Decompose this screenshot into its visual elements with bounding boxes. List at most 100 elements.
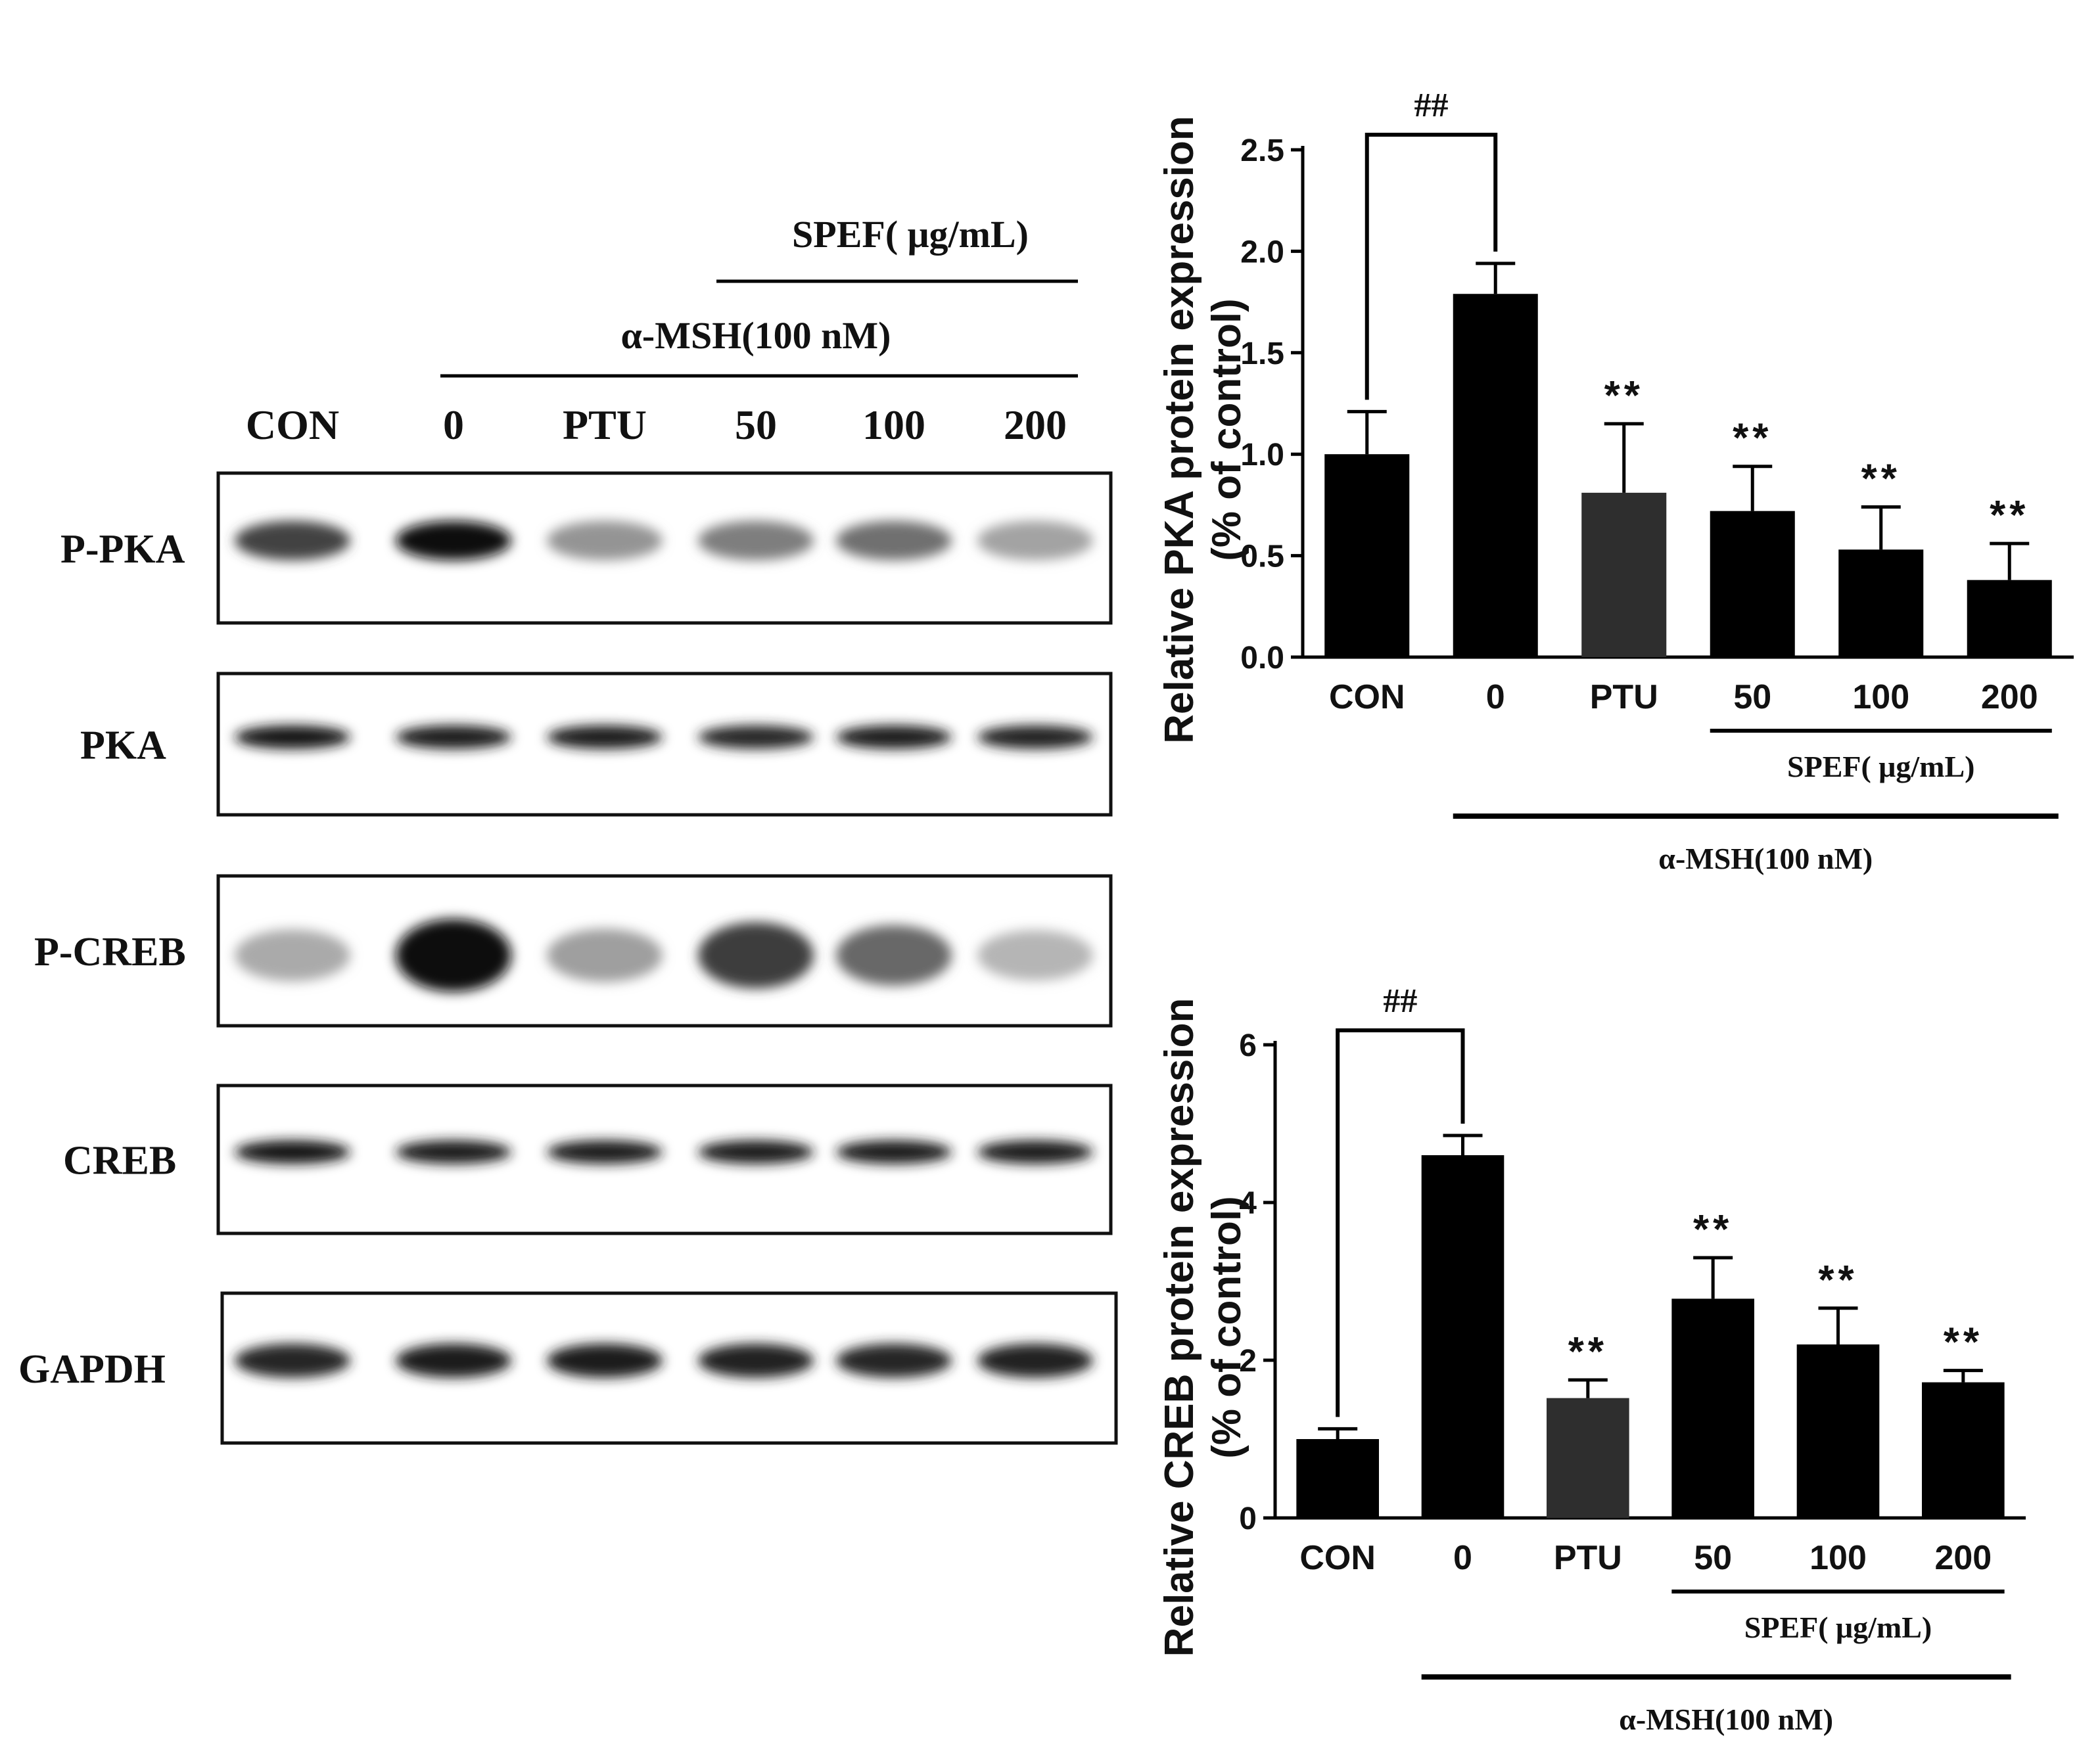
- x-tick-label: 100: [1809, 1539, 1867, 1577]
- x-tick-label: PTU: [1554, 1539, 1622, 1577]
- x-tick-label: CON: [1299, 1539, 1376, 1577]
- blot-band: [396, 919, 511, 992]
- y-axis-label: Relative PKA protein expression: [1157, 116, 1202, 744]
- bracket-label: ##: [1414, 87, 1449, 124]
- y-tick-label: 0.5: [1240, 539, 1284, 574]
- blot-band: [235, 1140, 350, 1164]
- y-tick-label: 0: [1239, 1501, 1257, 1536]
- blot-msh-header: α-MSH(100 nM): [621, 314, 891, 357]
- blot-lane-label: 100: [862, 401, 925, 448]
- bar: [1421, 1155, 1505, 1518]
- significance-bracket: [1336, 1028, 1465, 1417]
- y-tick-label: 6: [1239, 1028, 1257, 1063]
- blot-band: [698, 1140, 814, 1164]
- blot-band: [836, 925, 952, 986]
- significance-mark: **: [1604, 373, 1644, 419]
- blot-row-label: P-PKA: [60, 527, 185, 572]
- blot-band: [547, 1343, 663, 1378]
- y-tick-label: 2.5: [1240, 133, 1284, 168]
- blot-band: [396, 1343, 511, 1378]
- blot-band: [547, 1140, 663, 1164]
- y-axis-label: Relative CREB protein expression: [1157, 998, 1202, 1657]
- y-tick-label: 2.0: [1240, 235, 1284, 269]
- blot-row: PKA: [80, 672, 1113, 817]
- msh-group-label: α-MSH(100 nM): [1619, 1703, 1833, 1736]
- blot-band: [836, 725, 952, 749]
- blot-band: [396, 520, 511, 561]
- blot-row-label: GAPDH: [18, 1347, 166, 1392]
- spef-group-label: SPEF( μg/mL): [1787, 750, 1974, 783]
- blot-band: [235, 1343, 350, 1378]
- blot-row-label: PKA: [80, 723, 166, 768]
- x-tick-label: PTU: [1590, 678, 1658, 716]
- bar: [1922, 1382, 2005, 1518]
- blot-band: [977, 930, 1093, 981]
- y-tick-label: 1.5: [1240, 336, 1284, 371]
- blot-spef-header: SPEF( μg/mL): [792, 213, 1029, 256]
- blot-band: [977, 1343, 1093, 1378]
- blot-frame: [216, 471, 1113, 625]
- blot-band: [977, 1140, 1093, 1164]
- blot-row: CREB: [63, 1084, 1113, 1235]
- blot-lane-label: 200: [1004, 401, 1067, 448]
- blot-lane-labels: CON 0 PTU 50 100 200: [246, 401, 1067, 448]
- x-tick-label: 200: [1934, 1539, 1992, 1577]
- bar: [1581, 492, 1667, 657]
- blot-lane-label: 0: [443, 401, 464, 448]
- bar: [1967, 580, 2052, 657]
- y-axis-label-sub: (% of control): [1204, 298, 1249, 561]
- blot-band: [547, 725, 663, 749]
- x-tick-label: 0: [1486, 678, 1505, 716]
- significance-mark: **: [1861, 456, 1901, 501]
- significance-mark: **: [1818, 1258, 1857, 1303]
- significance-mark: **: [1990, 493, 2029, 538]
- y-tick-label: 0.0: [1240, 641, 1284, 676]
- significance-bracket: [1365, 133, 1498, 400]
- bar: [1796, 1344, 1880, 1518]
- pka-chart: 0.0 0.5 1.0 1.5 2.0 2.5 Relative PKA protein e…: [1157, 87, 2074, 875]
- blot-frame: [216, 1084, 1113, 1235]
- significance-mark: **: [1733, 416, 1772, 461]
- y-tick-label: 2: [1239, 1344, 1257, 1379]
- bar: [1838, 549, 1924, 657]
- blot-band: [698, 725, 814, 749]
- bar: [1453, 294, 1538, 657]
- blot-row: P-PKA: [60, 471, 1113, 625]
- blot-band: [836, 520, 952, 561]
- y-axis-label-sub: (% of control): [1204, 1196, 1249, 1459]
- x-tick-label: 200: [1981, 678, 2038, 716]
- blot-band: [836, 1343, 952, 1378]
- blot-band: [977, 725, 1093, 749]
- creb-chart: 0 2 4 6 Relative CREB protein expression (% o…: [1157, 982, 2026, 1736]
- blot-row: P-CREB: [34, 874, 1113, 1028]
- blot-row: GAPDH: [18, 1291, 1118, 1445]
- blot-band: [977, 520, 1093, 561]
- blot-band: [235, 520, 350, 561]
- bracket-label: ##: [1383, 982, 1417, 1020]
- blot-lane-label: 50: [735, 401, 777, 448]
- x-tick-label: 50: [1694, 1539, 1732, 1577]
- spef-group-label: SPEF( μg/mL): [1744, 1611, 1932, 1644]
- bar: [1296, 1439, 1379, 1518]
- significance-mark: **: [1693, 1207, 1733, 1252]
- blot-frame: [216, 874, 1113, 1028]
- blot-band: [547, 520, 663, 561]
- significance-mark: **: [1944, 1320, 1983, 1365]
- significance-mark: **: [1568, 1329, 1608, 1375]
- blot-band: [547, 928, 663, 982]
- blot-band: [836, 1140, 952, 1164]
- x-tick-label: CON: [1329, 678, 1405, 716]
- blot-band: [698, 1343, 814, 1378]
- blot-row-label: CREB: [63, 1139, 176, 1183]
- blot-band: [235, 725, 350, 749]
- blot-band: [698, 520, 814, 561]
- western-blot-panel: SPEF( μg/mL) α-MSH(100 nM) CON 0 PTU 50 100 2…: [18, 213, 1118, 1445]
- y-tick-label: 1.0: [1240, 438, 1284, 472]
- bar: [1671, 1298, 1754, 1518]
- bar: [1547, 1398, 1629, 1518]
- blot-rows: P-PKA PKA P-CREB CREB GAPDH: [18, 471, 1118, 1445]
- blot-frame: [216, 672, 1113, 817]
- x-tick-label: 0: [1453, 1539, 1472, 1577]
- blot-band: [396, 725, 511, 749]
- blot-lane-label: CON: [246, 401, 339, 448]
